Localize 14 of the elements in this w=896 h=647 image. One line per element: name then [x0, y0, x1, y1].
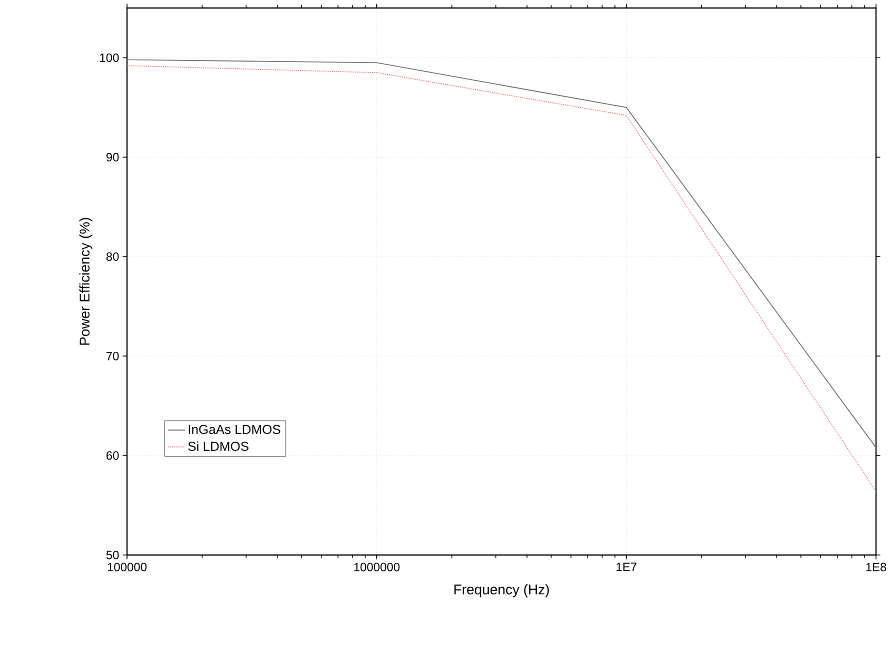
- y-tick-label: 80: [106, 252, 119, 261]
- x-tick-label: 1E7: [616, 562, 636, 572]
- x-tick-label: 1000000: [354, 562, 400, 572]
- y-tick-label: 50: [106, 550, 119, 560]
- legend-label: Si LDMOS: [188, 441, 248, 451]
- y-tick-label: 90: [106, 152, 119, 162]
- x-tick-label: 100000: [108, 562, 147, 572]
- y-tick-label: 100: [100, 53, 119, 62]
- y-axis-title: Power Efficiency (%): [79, 218, 92, 345]
- x-tick-label: 1E8: [866, 562, 886, 572]
- x-axis-title: Frequency (Hz): [454, 584, 549, 598]
- legend-label: InGaAs LDMOS: [188, 424, 280, 434]
- y-tick-label: 60: [106, 451, 119, 460]
- y-tick-label: 70: [106, 352, 119, 360]
